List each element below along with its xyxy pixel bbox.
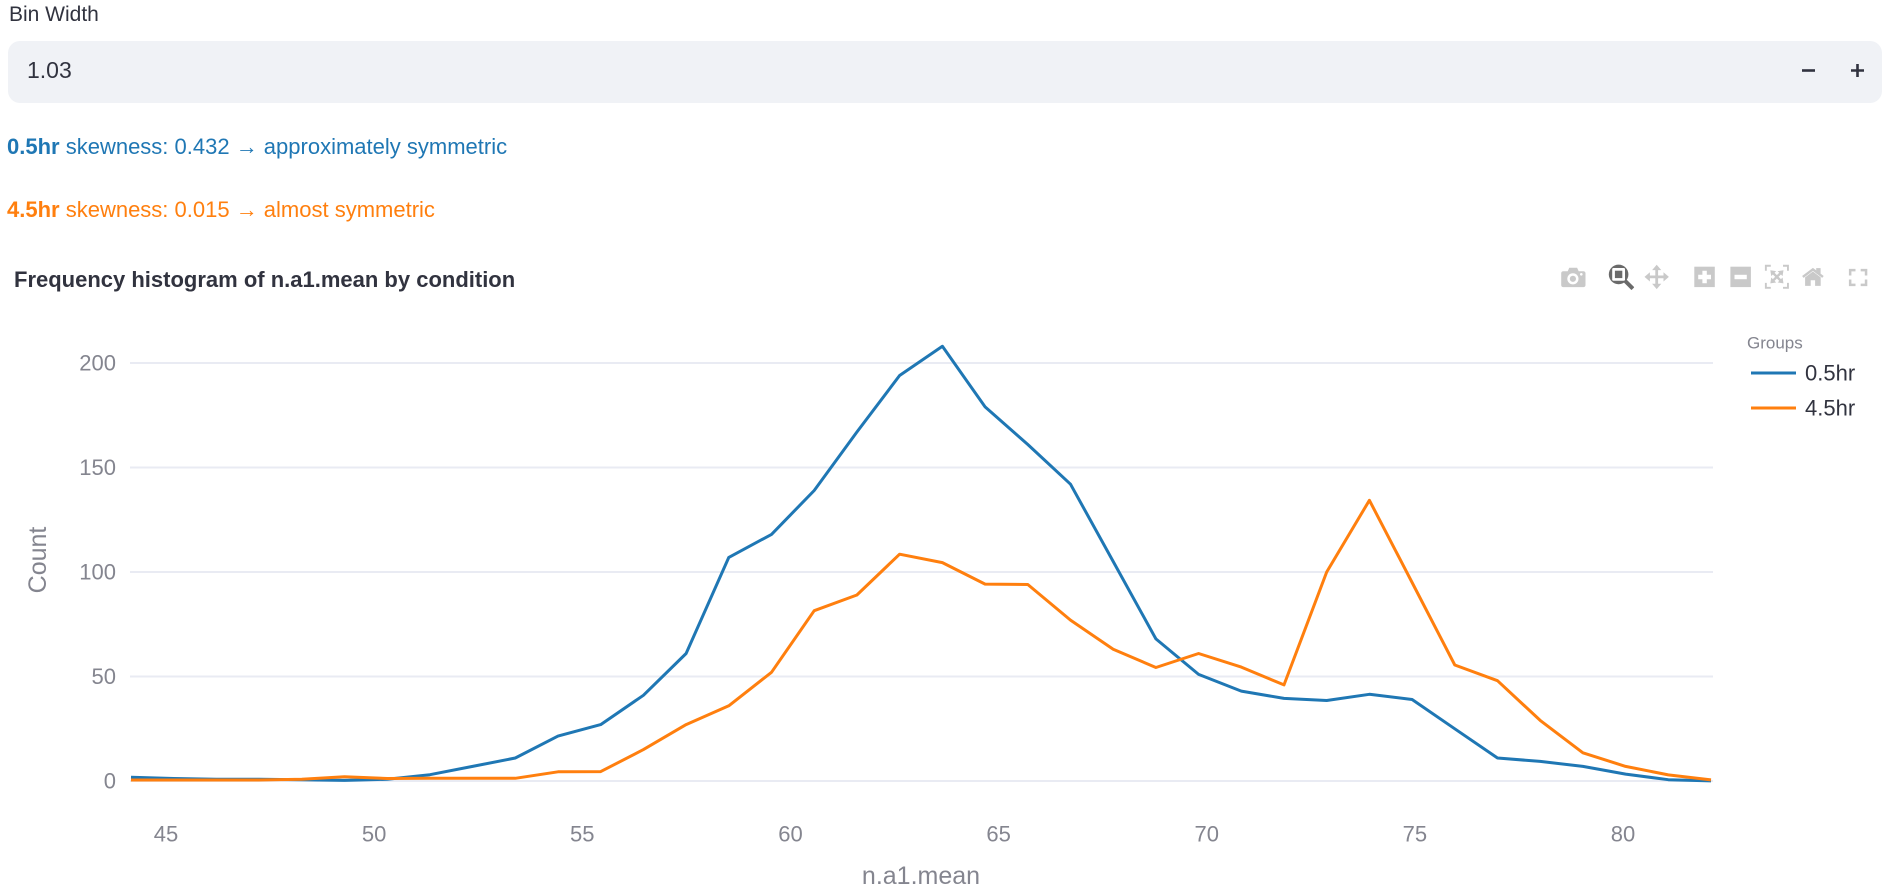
svg-text:100: 100 <box>79 560 116 585</box>
svg-text:50: 50 <box>362 822 386 847</box>
svg-text:Groups: Groups <box>1747 334 1803 353</box>
svg-text:70: 70 <box>1195 822 1219 847</box>
svg-text:n.a1.mean: n.a1.mean <box>862 862 980 890</box>
svg-text:75: 75 <box>1403 822 1427 847</box>
svg-text:200: 200 <box>79 351 116 376</box>
svg-text:4.5hr: 4.5hr <box>1805 396 1855 421</box>
svg-text:0.5hr: 0.5hr <box>1805 361 1855 386</box>
svg-text:80: 80 <box>1611 822 1635 847</box>
svg-text:60: 60 <box>778 822 802 847</box>
svg-text:65: 65 <box>986 822 1010 847</box>
svg-text:150: 150 <box>79 455 116 480</box>
svg-text:50: 50 <box>92 664 116 689</box>
svg-text:55: 55 <box>570 822 594 847</box>
svg-text:Frequency histogram of n.a1.me: Frequency histogram of n.a1.mean by cond… <box>14 267 515 292</box>
svg-text:Count: Count <box>24 527 52 594</box>
svg-text:0: 0 <box>104 769 116 794</box>
svg-text:45: 45 <box>154 822 178 847</box>
